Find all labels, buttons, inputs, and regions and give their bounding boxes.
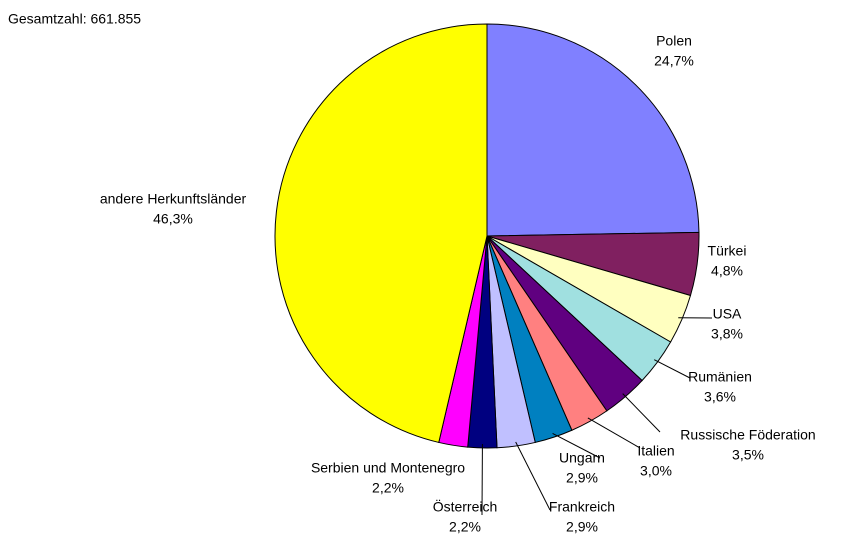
- slice-label: Rumänien: [688, 369, 752, 385]
- slice-value-label: 3,8%: [711, 326, 743, 342]
- slice-value-label: 2,9%: [566, 470, 598, 486]
- slice-value-label: 4,8%: [711, 263, 743, 279]
- pie-slice: [486, 23, 700, 237]
- slice-label: Serbien und Montenegro: [311, 460, 465, 476]
- chart-title: Gesamtzahl: 661.855: [8, 11, 141, 27]
- slice-value-label: 46,3%: [153, 211, 193, 227]
- slice-value-label: 3,6%: [704, 389, 736, 405]
- leader-line: [654, 359, 691, 379]
- slice-value-label: 2,9%: [566, 519, 598, 535]
- slice-label: Russische Föderation: [680, 427, 815, 443]
- slice-label: Frankreich: [549, 499, 615, 515]
- slice-value-label: 3,5%: [732, 447, 764, 463]
- pie-slice: [274, 23, 488, 444]
- slice-label: andere Herkunftsländer: [100, 191, 247, 207]
- slice-value-label: 2,2%: [372, 480, 404, 496]
- leader-line: [552, 432, 601, 459]
- slice-value-label: 2,2%: [449, 519, 481, 535]
- slice-label: USA: [713, 306, 742, 322]
- slice-value-label: 24,7%: [654, 53, 694, 69]
- leader-line: [622, 393, 661, 433]
- leader-line: [587, 417, 641, 449]
- slice-label: Italien: [637, 443, 674, 459]
- slice-label: Polen: [656, 33, 692, 49]
- leader-line: [515, 441, 551, 511]
- slice-label: Ungarn: [559, 450, 605, 466]
- slice-label: Österreich: [433, 498, 498, 515]
- slice-label: Türkei: [708, 243, 747, 259]
- slice-value-label: 3,0%: [640, 463, 672, 479]
